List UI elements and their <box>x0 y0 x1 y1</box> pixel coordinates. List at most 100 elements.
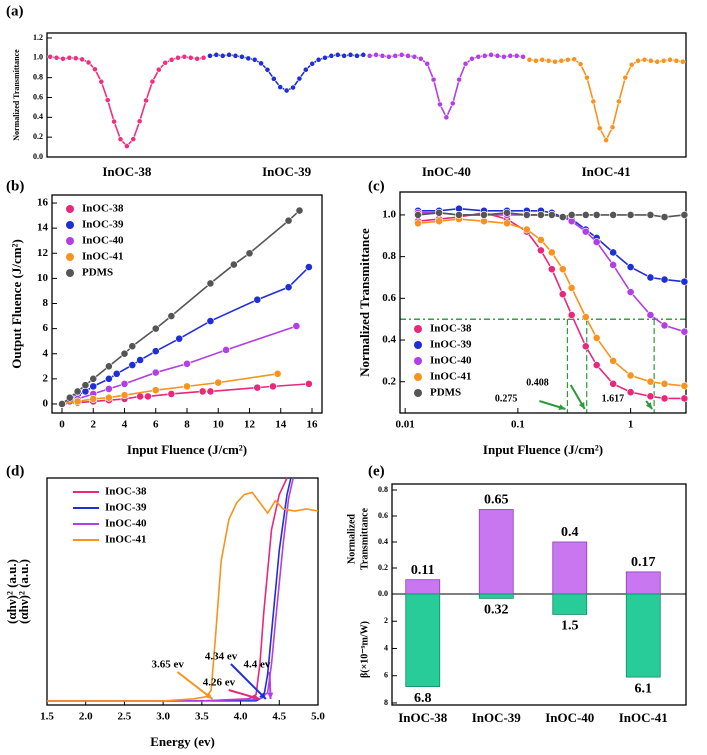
data-point <box>646 392 655 401</box>
y-axis-label: Normalized <box>346 514 357 564</box>
data-point <box>532 57 539 64</box>
data-point <box>136 118 143 125</box>
data-point <box>206 279 215 288</box>
data-point <box>258 60 264 67</box>
data-point <box>628 61 635 68</box>
data-point <box>245 55 252 62</box>
data-point <box>292 322 301 331</box>
y2-tick-label: 8 <box>384 698 388 707</box>
legend-label: InOC-38 <box>430 323 472 335</box>
y-tick-label: 2 <box>43 372 49 384</box>
panel-label: (a) <box>6 3 24 19</box>
data-point <box>545 57 552 64</box>
data-point <box>641 56 648 63</box>
data-point <box>385 53 392 60</box>
data-point <box>373 51 379 58</box>
data-point <box>424 60 431 67</box>
y-axis-label: (αhν)² (a.u.) <box>16 559 31 624</box>
data-point <box>622 74 629 81</box>
y-tick-label: 0.2 <box>382 375 396 387</box>
panel-label: (d) <box>6 463 24 479</box>
y-tick-label: 0.4 <box>382 334 396 346</box>
data-point <box>417 55 424 62</box>
data-point <box>123 143 130 149</box>
data-point <box>405 52 411 59</box>
arrow-head <box>205 692 213 699</box>
data-point <box>66 54 73 61</box>
data-point <box>120 379 129 388</box>
plot-frame <box>46 32 687 158</box>
data-point <box>571 56 578 63</box>
data-point <box>229 260 238 269</box>
data-point <box>79 56 86 63</box>
data-point <box>98 78 105 85</box>
data-point <box>626 211 635 219</box>
bar <box>478 509 514 595</box>
data-point <box>128 361 137 369</box>
data-point <box>680 394 689 403</box>
x-tick-label: 12 <box>244 419 256 431</box>
data-point <box>680 327 689 336</box>
x-tick-label: InOC-38 <box>398 710 448 725</box>
data-point <box>609 379 618 388</box>
data-point <box>480 211 488 219</box>
data-point <box>322 54 328 61</box>
data-point <box>462 60 469 67</box>
x-tick-label: InOC-40 <box>545 710 594 725</box>
y-tick-label: 0.0 <box>378 589 388 598</box>
data-point <box>536 236 545 244</box>
data-point <box>104 374 113 383</box>
x-axis-label: Input Fluence (J/cm²) <box>483 442 603 457</box>
data-point <box>547 211 556 219</box>
data-point <box>207 52 213 59</box>
legend-marker <box>66 205 74 213</box>
data-point <box>507 52 514 59</box>
x-tick-label: 2 <box>91 419 97 431</box>
data-point <box>222 346 230 354</box>
data-point <box>469 55 475 62</box>
data-point <box>194 55 201 62</box>
data-point <box>455 211 463 219</box>
y-tick-label: 12 <box>37 247 49 259</box>
arrow-head <box>578 402 585 409</box>
fit-line <box>50 55 204 148</box>
data-point <box>590 98 597 105</box>
data-point <box>347 51 354 58</box>
y-tick-label: 10 <box>37 272 49 284</box>
y-axis-label: (αhν)² (a.u.) <box>4 559 19 624</box>
data-point <box>104 393 113 402</box>
y-axis-label: Transmittance <box>359 507 370 570</box>
data-point <box>273 369 282 378</box>
data-point <box>379 52 386 59</box>
data-point <box>354 52 360 59</box>
bar <box>405 593 441 688</box>
data-point <box>592 238 601 246</box>
y2-axis-label: β(×10⁻⁹m/W) <box>359 621 370 678</box>
x-tick-label: 2.0 <box>79 711 93 723</box>
series-label: InOC-40 <box>422 164 471 179</box>
data-point <box>104 384 113 393</box>
x-tick-label: 4.0 <box>234 711 248 723</box>
annotation-label: 0.275 <box>495 393 518 404</box>
data-point <box>616 98 622 105</box>
x-tick-label: 3.5 <box>195 711 209 723</box>
y-tick-label: 0.6 <box>33 92 43 101</box>
series-label: InOC-41 <box>582 164 631 179</box>
data-point <box>558 57 565 64</box>
y-tick-label: 1.0 <box>382 208 396 220</box>
x-tick-label: 16 <box>307 419 319 431</box>
y-tick-label: 0.8 <box>33 72 43 81</box>
fit-line <box>369 54 524 120</box>
data-point <box>581 342 590 351</box>
legend-label: InOC-40 <box>105 518 147 530</box>
x-axis-label: Energy (ev) <box>150 734 215 749</box>
data-point <box>284 216 293 225</box>
y-axis-label: Normalized Transmittance <box>12 49 21 141</box>
arrow-head <box>252 694 260 701</box>
data-point <box>175 334 184 343</box>
data-point <box>679 58 686 65</box>
data-point <box>526 56 533 63</box>
x-tick-label: 0.1 <box>511 419 525 431</box>
legend-marker <box>414 325 422 333</box>
